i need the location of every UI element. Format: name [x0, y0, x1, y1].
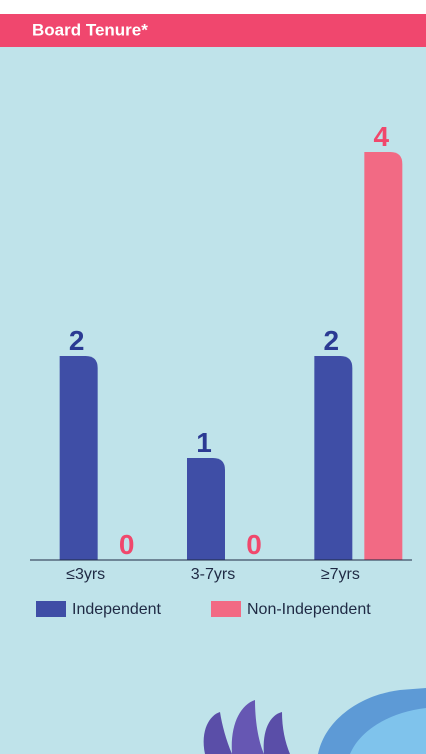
- bar: [364, 152, 403, 560]
- header-bar: [0, 14, 426, 47]
- legend-swatch: [211, 601, 241, 617]
- top-margin: [0, 0, 426, 14]
- data-label: 0: [246, 529, 262, 560]
- data-label: 1: [196, 427, 212, 458]
- data-label: 2: [324, 325, 340, 356]
- x-tick-label: ≤3yrs: [66, 566, 105, 583]
- bar: [187, 458, 225, 560]
- x-tick-label: 3-7yrs: [191, 566, 235, 583]
- legend-swatch: [36, 601, 66, 617]
- legend-label: Non-Independent: [247, 601, 371, 618]
- bar: [59, 356, 98, 560]
- data-label: 2: [69, 325, 85, 356]
- data-label: 0: [119, 529, 135, 560]
- bar: [314, 356, 353, 560]
- legend-label: Independent: [72, 601, 162, 618]
- data-label: 4: [374, 121, 390, 152]
- x-tick-label: ≥7yrs: [321, 566, 360, 583]
- decoration: [203, 688, 426, 754]
- chart-title: Board Tenure*: [32, 20, 148, 39]
